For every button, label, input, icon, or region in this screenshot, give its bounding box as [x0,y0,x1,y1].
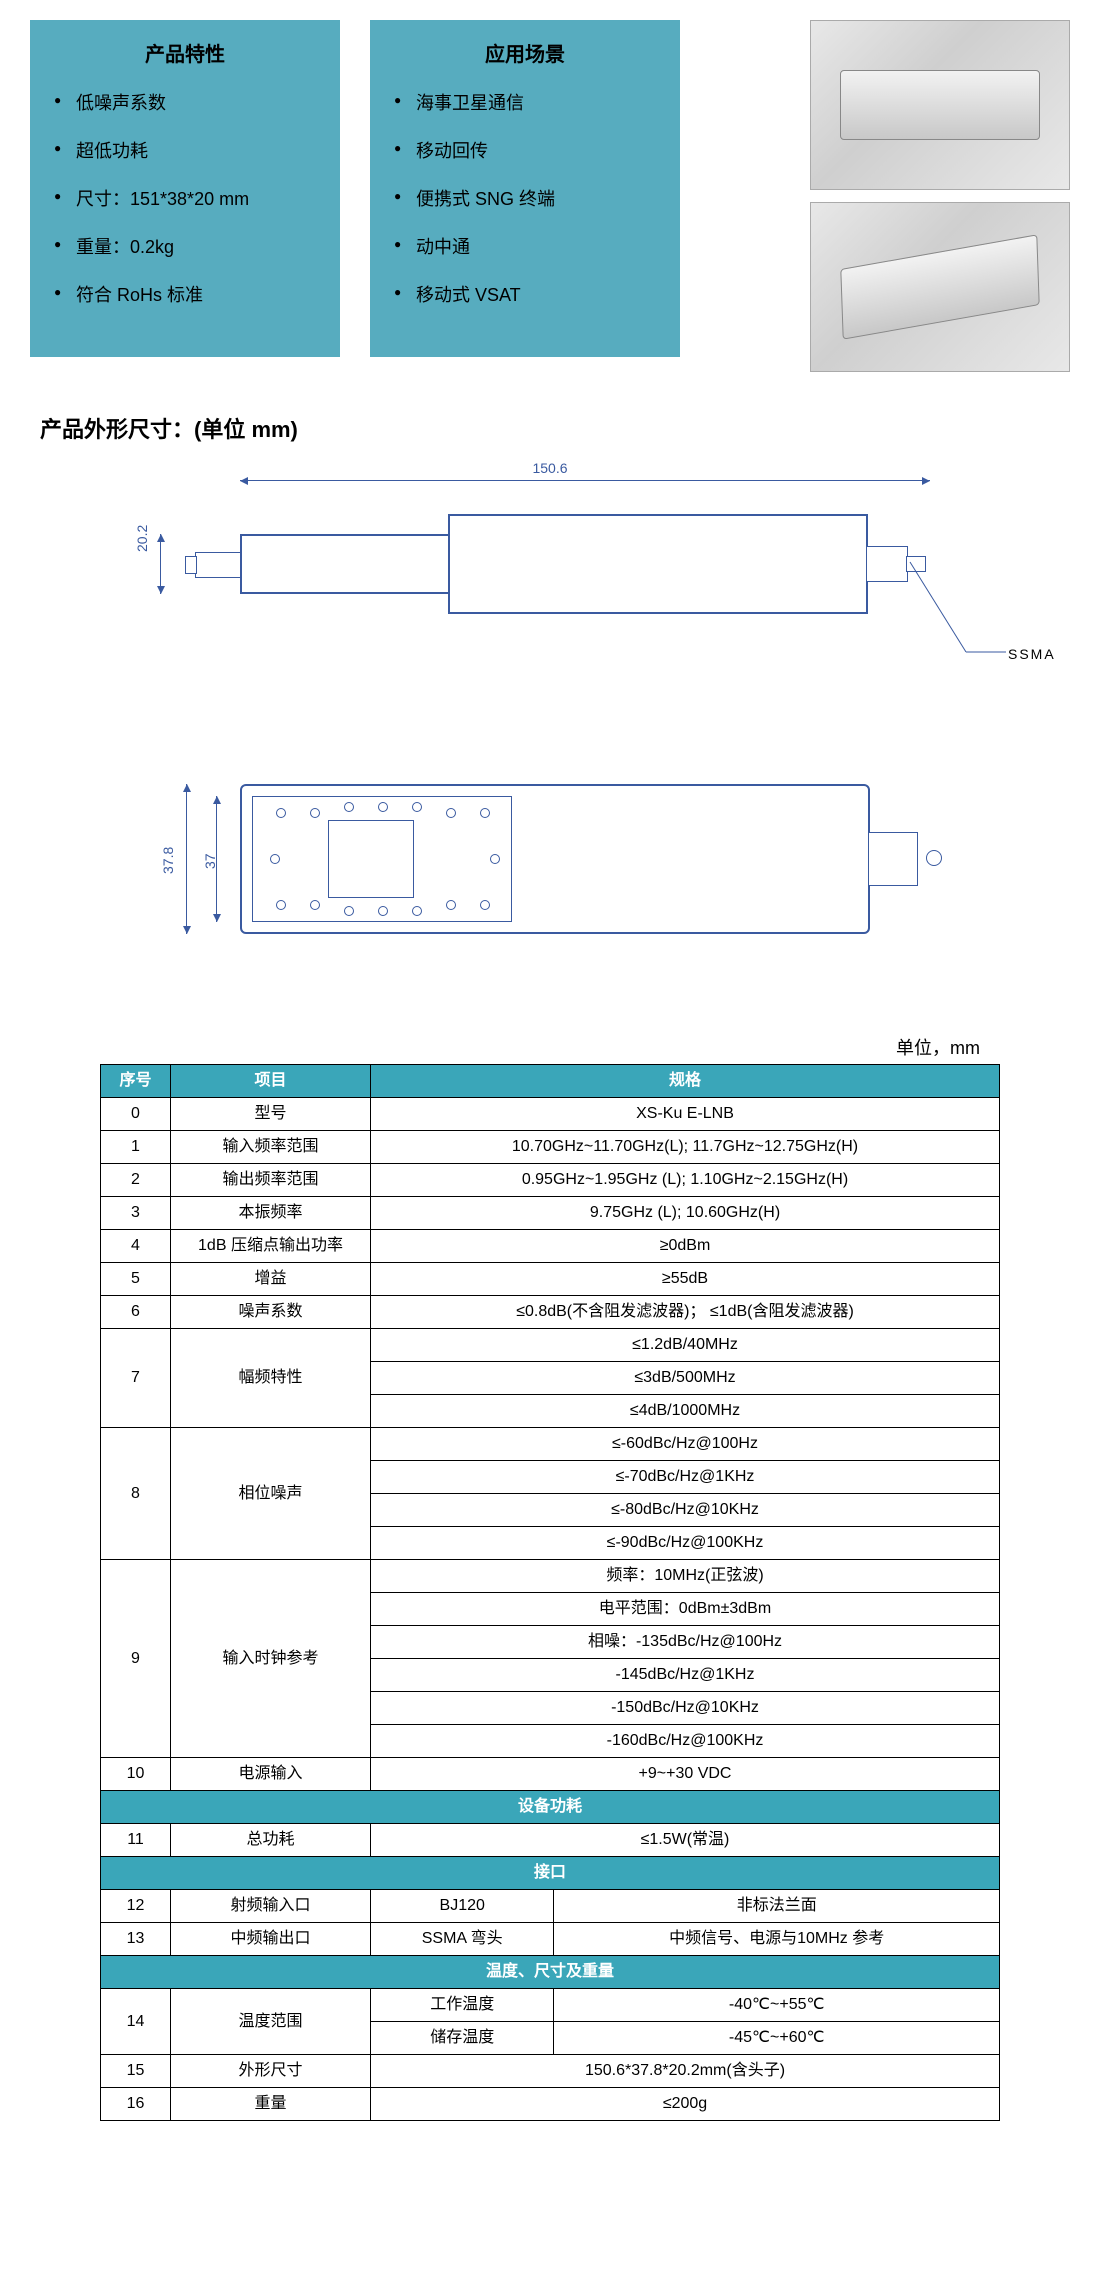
list-item: 尺寸：151*38*20 mm [54,185,316,211]
drawing-side-view: 150.6 20.2 SSMA [90,474,1010,694]
table-row: 14 温度范围 工作温度 -40℃~+55℃ [101,1989,1000,2022]
dim-inner-label: 37 [202,853,218,869]
product-photo-top [810,20,1070,190]
table-row: 16重量≤200g [101,2088,1000,2121]
ssma-leader-icon [866,562,1006,682]
applications-box: 应用场景 海事卫星通信 移动回传 便携式 SNG 终端 动中通 移动式 VSAT [370,20,680,357]
table-row: 0型号XS-Ku E-LNB [101,1098,1000,1131]
table-section-header: 接口 [101,1857,1000,1890]
table-row: 7 幅频特性 ≤1.2dB/40MHz [101,1329,1000,1362]
table-row: 11总功耗≤1.5W(常温) [101,1824,1000,1857]
col-header-spec: 规格 [371,1065,1000,1098]
top-info-row: 产品特性 低噪声系数 超低功耗 尺寸：151*38*20 mm 重量：0.2kg… [30,20,1070,372]
applications-title: 应用场景 [394,38,656,67]
table-section-header: 温度、尺寸及重量 [101,1956,1000,1989]
list-item: 海事卫星通信 [394,89,656,115]
list-item: 低噪声系数 [54,89,316,115]
table-row: 8 相位噪声 ≤-60dBc/Hz@100Hz [101,1428,1000,1461]
applications-list: 海事卫星通信 移动回传 便携式 SNG 终端 动中通 移动式 VSAT [394,89,656,307]
spec-table: 序号 项目 规格 0型号XS-Ku E-LNB 1输入频率范围10.70GHz~… [100,1064,1000,2121]
features-title: 产品特性 [54,38,316,67]
table-section-header: 设备功耗 [101,1791,1000,1824]
dim-height-label: 20.2 [134,525,150,552]
table-row: 1输入频率范围10.70GHz~11.70GHz(L); 11.7GHz~12.… [101,1131,1000,1164]
features-list: 低噪声系数 超低功耗 尺寸：151*38*20 mm 重量：0.2kg 符合 R… [54,89,316,307]
dimensions-heading: 产品外形尺寸：(单位 mm) [40,412,1070,444]
table-row: 10电源输入+9~+30 VDC [101,1758,1000,1791]
ssma-label: SSMA [1008,646,1056,662]
col-header-item: 项目 [171,1065,371,1098]
table-row: 9 输入时钟参考 频率：10MHz(正弦波) [101,1560,1000,1593]
photo-column [810,20,1070,372]
spec-table-wrap: 序号 项目 规格 0型号XS-Ku E-LNB 1输入频率范围10.70GHz~… [100,1064,1000,2121]
table-row: 15外形尺寸150.6*37.8*20.2mm(含头子) [101,2055,1000,2088]
dim-outer-label: 37.8 [160,847,176,874]
table-row: 41dB 压缩点输出功率≥0dBm [101,1230,1000,1263]
technical-drawings: 150.6 20.2 SSMA [90,474,1010,974]
list-item: 符合 RoHs 标准 [54,281,316,307]
unit-note: 单位，mm [30,1034,980,1060]
list-item: 超低功耗 [54,137,316,163]
product-photo-angled [810,202,1070,372]
list-item: 动中通 [394,233,656,259]
table-row: 3本振频率9.75GHz (L); 10.60GHz(H) [101,1197,1000,1230]
list-item: 便携式 SNG 终端 [394,185,656,211]
features-box: 产品特性 低噪声系数 超低功耗 尺寸：151*38*20 mm 重量：0.2kg… [30,20,340,357]
list-item: 移动式 VSAT [394,281,656,307]
table-row: 5增益≥55dB [101,1263,1000,1296]
table-row: 6噪声系数≤0.8dB(不含阻发滤波器)； ≤1dB(含阻发滤波器) [101,1296,1000,1329]
table-row: 13中频输出口SSMA 弯头中频信号、电源与10MHz 参考 [101,1923,1000,1956]
list-item: 重量：0.2kg [54,233,316,259]
list-item: 移动回传 [394,137,656,163]
table-row: 12射频输入口BJ120非标法兰面 [101,1890,1000,1923]
table-header-row: 序号 项目 规格 [101,1065,1000,1098]
dim-length-label: 150.6 [532,460,567,476]
table-row: 2输出频率范围0.95GHz~1.95GHz (L); 1.10GHz~2.15… [101,1164,1000,1197]
col-header-num: 序号 [101,1065,171,1098]
drawing-top-view: 37.8 37 [90,754,1010,974]
